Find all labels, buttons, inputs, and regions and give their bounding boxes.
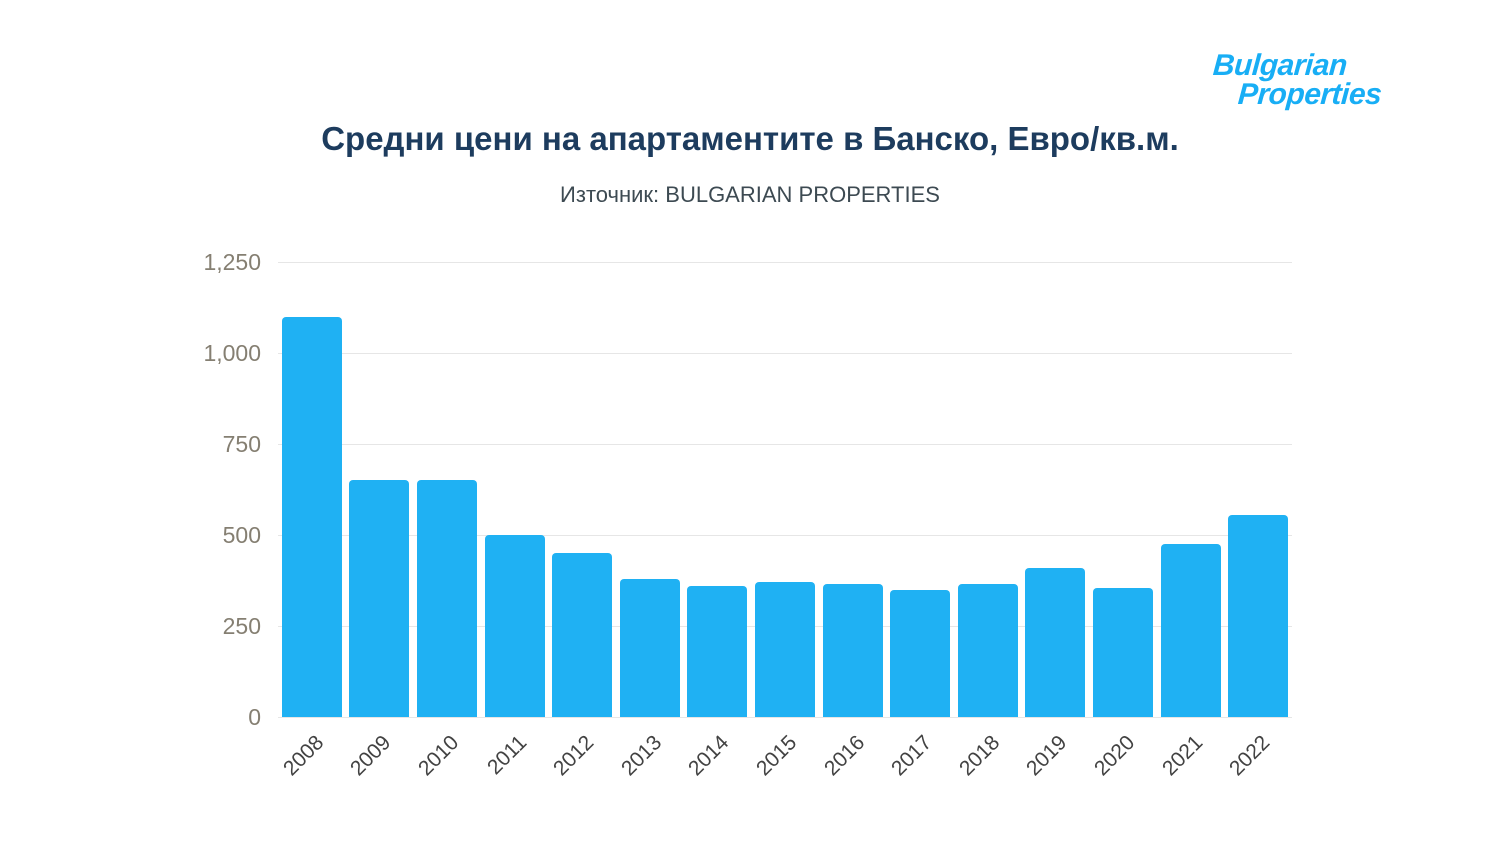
y-tick-label: 1,000 — [203, 340, 261, 366]
bar-2015 — [754, 582, 816, 717]
chart-subtitle: Източник: BULGARIAN PROPERTIES — [560, 182, 940, 207]
y-tick-label: 0 — [248, 704, 261, 730]
x-tick-label: 2012 — [549, 731, 599, 781]
y-tick-label: 1,250 — [203, 249, 261, 275]
x-tick-label: 2016 — [819, 731, 869, 781]
gridline-750 — [278, 443, 1292, 445]
x-tick-label: 2008 — [278, 731, 329, 781]
y-tick-label: 500 — [222, 522, 261, 548]
bar-2020 — [1092, 587, 1154, 717]
bar-2008 — [281, 316, 342, 717]
logo-text-line2: Properties — [1236, 77, 1383, 111]
plot-area — [278, 261, 1292, 718]
x-tick-label: 2014 — [684, 731, 734, 781]
x-tick-label: 2010 — [413, 731, 464, 781]
x-tick-label: 2020 — [1089, 731, 1140, 781]
gridline-500 — [278, 534, 1292, 536]
x-tick-label: 2009 — [346, 731, 396, 781]
bar-2011 — [484, 535, 545, 717]
x-tick-label: 2019 — [1022, 731, 1072, 781]
y-tick-label: 750 — [222, 431, 261, 457]
x-tick-label: 2011 — [482, 731, 531, 780]
bulgarian-properties-logo: Bulgarian Properties — [1210, 49, 1384, 111]
gridline-1000 — [278, 352, 1292, 354]
x-tick-label: 2015 — [751, 731, 802, 781]
bar-2016 — [822, 584, 883, 717]
bar-chart: 0 250 500 750 1,000 1,250 2008 2009 2010 2011 201… — [203, 249, 1292, 780]
y-tick-label: 250 — [222, 613, 261, 639]
x-tick-label: 2021 — [1157, 731, 1207, 781]
x-tick-label: 2018 — [954, 731, 1005, 781]
x-axis: 2008 2009 2010 2011 2012 2013 2014 2015 2016 2017… — [278, 717, 1292, 817]
bar-2018 — [957, 584, 1018, 717]
chart-title: Средни цени на апартаментите в Банско, Е… — [321, 120, 1179, 157]
bar-2012 — [552, 553, 613, 717]
bar-2019 — [1025, 567, 1086, 717]
bar-2010 — [416, 480, 478, 717]
gridline-0 — [278, 716, 1292, 718]
x-tick-label: 2022 — [1225, 731, 1275, 781]
logo-text-line1: Bulgarian — [1211, 49, 1349, 82]
x-tick-label: 2017 — [887, 731, 937, 781]
bar-2017 — [890, 589, 951, 717]
bar-2014 — [687, 585, 748, 717]
x-tick-label: 2013 — [616, 731, 667, 781]
y-axis: 0 250 500 750 1,000 1,250 — [173, 249, 261, 730]
gridline-1250 — [278, 261, 1292, 263]
bar-2021 — [1160, 544, 1221, 717]
bar-2013 — [619, 578, 680, 717]
bar-2009 — [349, 480, 410, 717]
bar-2022 — [1228, 514, 1289, 717]
